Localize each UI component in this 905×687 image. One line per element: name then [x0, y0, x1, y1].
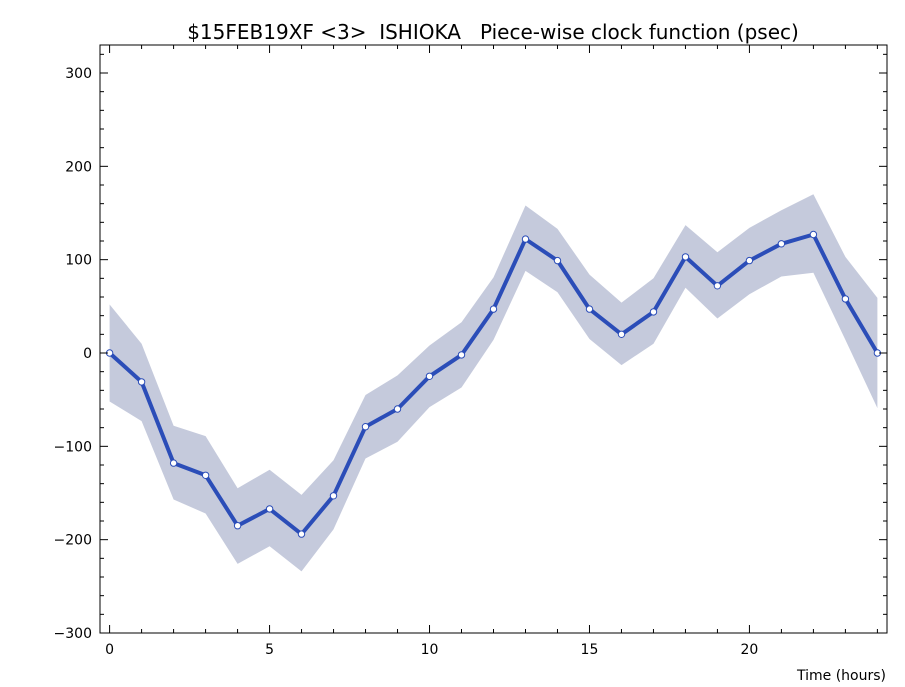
data-point: [617, 330, 626, 338]
x-axis-label: Time (hours): [796, 668, 886, 684]
data-point: [521, 235, 530, 243]
data-point: [841, 295, 850, 303]
x-tick-label: 0: [105, 642, 114, 658]
x-tick-label: 20: [741, 642, 759, 658]
data-point: [809, 230, 818, 239]
data-point: [777, 240, 786, 248]
x-tick-label: 5: [265, 642, 274, 658]
x-tick-label: 10: [421, 642, 439, 658]
data-point: [713, 282, 722, 290]
y-tick-label: −100: [54, 439, 92, 455]
data-point: [169, 459, 178, 467]
axis-ticks-layer: [100, 45, 887, 634]
data-point: [425, 372, 434, 380]
data-point: [553, 256, 562, 265]
y-tick-label: −200: [54, 533, 92, 549]
data-point: [361, 423, 370, 431]
data-points-layer: [105, 230, 882, 538]
y-tick-label: 100: [65, 253, 92, 269]
y-tick-label: −300: [54, 626, 92, 642]
chart-title: $15FEB19XF <3> ISHIOKA Piece-wise clock …: [187, 20, 799, 44]
confidence-band-layer: [109, 194, 878, 572]
data-point: [457, 351, 466, 359]
y-tick-label: 200: [65, 159, 92, 175]
data-point: [489, 305, 498, 313]
data-point: [393, 405, 402, 413]
data-point: [649, 308, 658, 316]
y-tick-label: 300: [65, 66, 92, 82]
data-point: [297, 530, 306, 538]
y-tick-label: 0: [83, 346, 92, 362]
data-point: [137, 378, 146, 386]
axis-tick-labels-layer: 0 5 10 15 20 −300 −200 −100 0 100 200 300: [54, 66, 759, 658]
x-tick-label: 15: [581, 642, 599, 658]
data-point: [585, 305, 594, 313]
data-point: [681, 253, 690, 261]
data-point: [233, 522, 242, 530]
data-point: [265, 505, 274, 513]
data-point: [201, 471, 210, 479]
data-point: [329, 492, 338, 500]
data-point: [745, 256, 754, 265]
confidence-band: [109, 194, 878, 572]
